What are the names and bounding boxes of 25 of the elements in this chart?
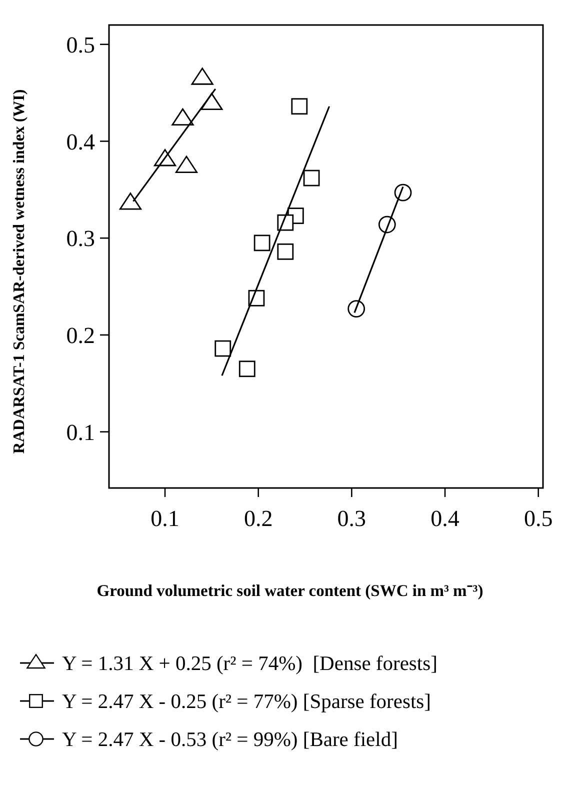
y-tick-label: 0.2 [66, 323, 95, 348]
point [238, 360, 256, 378]
y-tick-label: 0.3 [66, 226, 95, 252]
point [303, 170, 320, 186]
y-axis-title: RADARSAT-1 ScamSAR-derived wetness index (WI) [11, 89, 28, 454]
legend-label: Y = 2.47 X - 0.53 (r² = 99%) [Bare field] [62, 729, 398, 752]
point [277, 243, 294, 260]
legend-label: Y = 2.47 X - 0.25 (r² = 77%) [Sparse forests] [62, 691, 431, 714]
legend-label: Y = 1.31 X + 0.25 (r² = 74%) [Dense forests] [62, 653, 438, 676]
point [191, 68, 214, 85]
x-tick-label: 0.5 [524, 506, 553, 531]
y-tick-label: 0.1 [66, 420, 95, 445]
point [172, 108, 194, 126]
x-tick-label: 0.2 [244, 506, 273, 531]
y-tick-label: 0.4 [66, 129, 96, 154]
point [254, 234, 270, 252]
point [175, 156, 198, 173]
point [214, 340, 232, 357]
x-axis-title: Ground volumetric soil water content (SWC in m³ m⁻³) [96, 581, 484, 600]
point [119, 192, 142, 210]
x-tick-label: 0.1 [150, 506, 180, 531]
point [348, 300, 366, 318]
x-tick-label: 0.3 [337, 506, 366, 531]
y-tick-label: 0.5 [66, 32, 95, 58]
x-tick-label: 0.4 [430, 506, 460, 531]
